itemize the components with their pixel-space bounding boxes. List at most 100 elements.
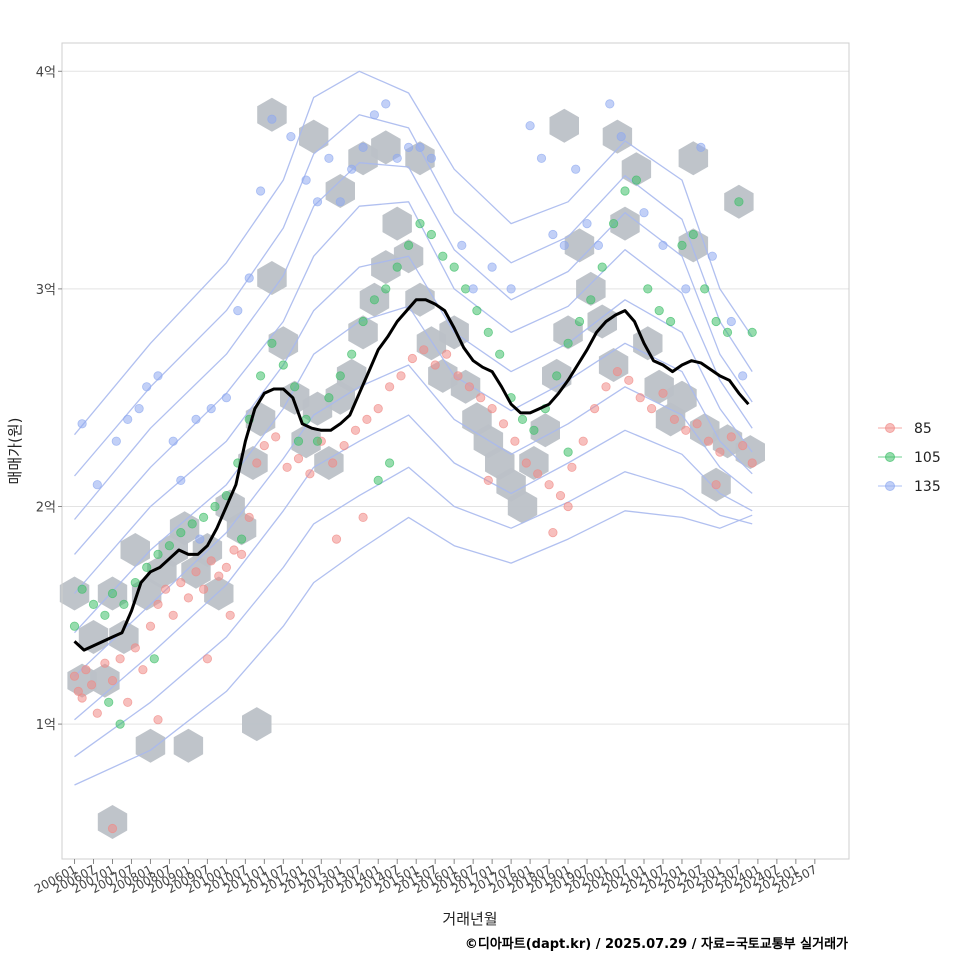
scatter-point-85 xyxy=(711,480,721,490)
scatter-point-105 xyxy=(255,371,266,381)
scatter-point-105 xyxy=(312,436,323,446)
scatter-point-135 xyxy=(639,208,649,218)
scatter-point-85 xyxy=(738,440,748,451)
scatter-point-135 xyxy=(206,403,216,414)
scatter-point-135 xyxy=(111,436,121,446)
scatter-point-105 xyxy=(472,305,482,316)
scatter-point-85 xyxy=(362,414,372,424)
scatter-point-135 xyxy=(403,142,414,152)
scatter-point-85 xyxy=(726,432,736,442)
scatter-point-135 xyxy=(616,132,626,142)
scatter-point-105 xyxy=(293,436,304,446)
scatter-point-135 xyxy=(582,219,592,229)
hexbin-cell xyxy=(405,141,435,176)
hexbin-cell xyxy=(549,108,579,143)
hexbin-cell xyxy=(280,380,310,415)
scatter-point-85 xyxy=(69,671,80,681)
scatter-point-105 xyxy=(711,316,721,327)
scatter-point-105 xyxy=(415,219,425,229)
scatter-point-85 xyxy=(123,697,133,707)
scatter-point-105 xyxy=(278,360,288,370)
scatter-point-85 xyxy=(202,654,212,664)
legend-key-point xyxy=(885,481,895,491)
scatter-point-105 xyxy=(426,229,436,240)
scatter-point-85 xyxy=(658,388,668,398)
scatter-point-135 xyxy=(77,419,87,429)
scatter-point-105 xyxy=(688,229,698,240)
scatter-point-135 xyxy=(525,121,535,131)
scatter-point-85 xyxy=(271,432,281,442)
scatter-point-105 xyxy=(373,475,383,485)
scatter-point-85 xyxy=(331,534,342,544)
scatter-point-85 xyxy=(373,403,383,414)
scatter-point-105 xyxy=(237,534,247,544)
scatter-point-85 xyxy=(453,371,463,381)
scatter-point-105 xyxy=(104,697,114,707)
scatter-point-105 xyxy=(677,240,687,250)
scatter-point-135 xyxy=(707,251,717,261)
scatter-point-135 xyxy=(267,114,277,124)
scatter-point-105 xyxy=(574,316,585,327)
scatter-point-85 xyxy=(430,360,440,370)
scatter-point-85 xyxy=(533,469,543,479)
scatter-point-135 xyxy=(426,153,436,163)
scatter-point-105 xyxy=(392,262,402,272)
density-contour-line xyxy=(74,255,753,594)
scatter-point-105 xyxy=(149,654,159,664)
hexbin-cell xyxy=(678,228,709,263)
hexbin-cell xyxy=(587,304,617,339)
scatter-point-135 xyxy=(221,393,231,403)
scatter-point-85 xyxy=(161,584,171,594)
scatter-point-85 xyxy=(153,715,163,725)
trend-line xyxy=(73,298,750,652)
density-contour-line xyxy=(74,414,753,721)
scatter-point-85 xyxy=(703,436,714,446)
scatter-point-85 xyxy=(237,549,247,560)
density-contour-line xyxy=(74,162,753,520)
trend-line-layer xyxy=(73,298,750,652)
scatter-point-85 xyxy=(115,654,125,664)
scatter-point-105 xyxy=(100,610,110,620)
scatter-point-85 xyxy=(396,371,406,381)
hexbin-cell xyxy=(242,707,272,742)
scatter-point-135 xyxy=(301,175,311,185)
scatter-point-105 xyxy=(142,562,152,573)
scatter-point-105 xyxy=(119,599,129,610)
scatter-point-135 xyxy=(506,284,516,294)
scatter-point-85 xyxy=(293,453,304,464)
scatter-point-85 xyxy=(521,458,531,468)
hexbin-cell xyxy=(382,206,412,241)
scatter-point-85 xyxy=(483,475,493,485)
scatter-point-105 xyxy=(608,219,619,229)
scatter-point-105 xyxy=(69,621,80,631)
scatter-point-105 xyxy=(747,327,757,337)
scatter-point-105 xyxy=(153,549,163,560)
scatter-point-85 xyxy=(563,501,573,512)
scatter-point-105 xyxy=(665,316,676,327)
hexbin-cell xyxy=(78,620,109,654)
scatter-point-85 xyxy=(441,349,452,359)
scatter-point-85 xyxy=(464,382,474,392)
scatter-point-85 xyxy=(259,440,269,451)
density-contour-line xyxy=(74,201,753,555)
scatter-point-135 xyxy=(392,153,402,163)
scatter-point-135 xyxy=(571,164,581,174)
scatter-point-105 xyxy=(495,349,505,359)
scatter-point-85 xyxy=(92,708,102,718)
scatter-point-85 xyxy=(407,353,417,364)
scatter-point-105 xyxy=(438,251,448,261)
source-caption: ©디아파트(dapt.kr) / 2025.07.29 / 자료=국토교통부 실… xyxy=(464,937,848,952)
y-tick-label: 2억 xyxy=(36,500,56,515)
y-tick-label: 4억 xyxy=(36,65,56,80)
scatter-point-135 xyxy=(593,240,604,250)
scatter-point-135 xyxy=(468,284,478,294)
scatter-point-105 xyxy=(88,599,99,610)
scatter-point-105 xyxy=(324,393,334,403)
y-tick-label: 3억 xyxy=(36,283,56,298)
scatter-point-105 xyxy=(734,197,744,207)
scatter-point-85 xyxy=(715,447,725,457)
scatter-point-105 xyxy=(369,295,379,305)
scatter-point-85 xyxy=(145,621,156,631)
x-axis: 2006012006072007012007072008012008072009… xyxy=(32,859,819,896)
